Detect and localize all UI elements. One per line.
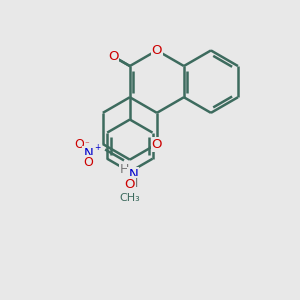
Text: +: +	[94, 143, 101, 152]
Text: O: O	[152, 44, 162, 57]
Text: N: N	[83, 147, 93, 160]
Text: O: O	[152, 138, 162, 151]
Text: H: H	[120, 163, 129, 176]
Text: O: O	[74, 138, 84, 152]
Text: O: O	[124, 178, 135, 191]
Text: N: N	[128, 168, 138, 181]
Text: O: O	[108, 50, 119, 63]
Text: CH₃: CH₃	[119, 193, 140, 203]
Text: H: H	[129, 177, 138, 190]
Text: O: O	[83, 156, 93, 169]
Text: ⁻: ⁻	[85, 140, 89, 149]
